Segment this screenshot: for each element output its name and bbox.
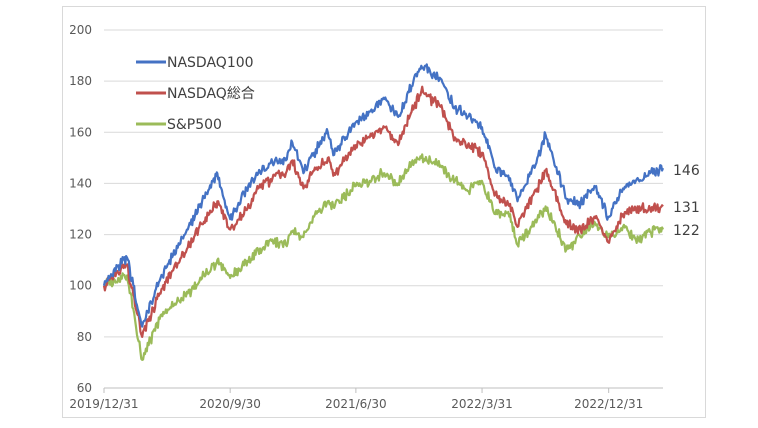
x-tick-label: 2020/9/30 <box>199 397 261 411</box>
y-tick-label: 80 <box>77 330 92 344</box>
x-tick-label: 2021/6/30 <box>325 397 387 411</box>
x-tick-label: 2022/12/31 <box>574 397 643 411</box>
series-lines <box>102 63 665 361</box>
x-tick-label: 2022/3/31 <box>451 397 513 411</box>
y-tick-label: 120 <box>69 228 92 242</box>
legend-label: NASDAQ100 <box>167 55 254 71</box>
y-tick-label: 200 <box>69 23 92 37</box>
end-value-label: 131 <box>673 200 700 216</box>
series-line-0 <box>102 63 665 328</box>
y-tick-label: 140 <box>69 176 92 190</box>
chart-frame <box>62 6 706 418</box>
series-line-2 <box>103 153 665 361</box>
legend: NASDAQ100 NASDAQ総合 S&P500 <box>136 55 255 133</box>
y-axis-ticks: 60 80 100 120 140 160 180 200 <box>69 23 92 395</box>
legend-label: S&P500 <box>167 117 222 133</box>
end-value-labels: 146 131 122 <box>673 163 700 239</box>
y-tick-label: 100 <box>69 279 92 293</box>
end-value-label: 122 <box>673 223 700 239</box>
y-tick-label: 160 <box>69 125 92 139</box>
y-tick-label: 60 <box>77 381 92 395</box>
series-line-1 <box>102 85 664 338</box>
legend-label: NASDAQ総合 <box>167 86 255 102</box>
end-value-label: 146 <box>673 163 700 179</box>
x-axis-ticks: 2019/12/31 2020/9/30 2021/6/30 2022/3/31 202… <box>69 388 643 411</box>
x-tick-label: 2019/12/31 <box>69 397 138 411</box>
y-tick-label: 180 <box>69 74 92 88</box>
